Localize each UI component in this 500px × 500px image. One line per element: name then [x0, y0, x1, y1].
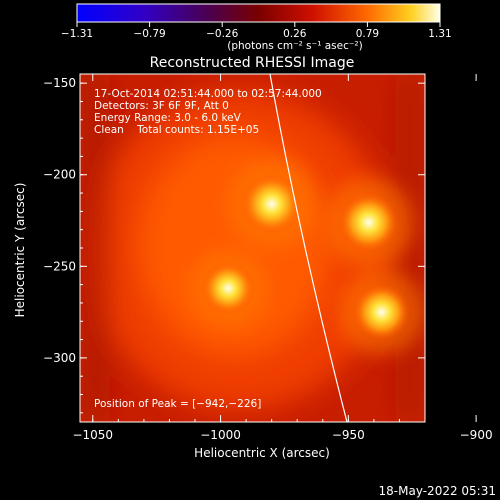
solar-limb-line — [269, 74, 348, 422]
colorbar-tick-label: 1.31 — [428, 28, 451, 40]
x-tick-label: −1050 — [72, 428, 113, 442]
y-tick-label: −200 — [43, 168, 76, 182]
annotation-time-range: 17-Oct-2014 02:51:44.000 to 02:57:44.000 — [94, 88, 322, 100]
colorbar-tick-label: −1.31 — [61, 28, 93, 40]
footer-timestamp: 18-May-2022 05:31 — [379, 484, 496, 498]
annotation-peak-position: Position of Peak = [−942,−226] — [94, 398, 261, 410]
colorbar-units: (photons cm⁻² s⁻¹ asec⁻²) — [227, 40, 362, 52]
colorbar-tick-label: −0.26 — [206, 28, 238, 40]
y-tick-label: −300 — [43, 351, 76, 365]
x-axis-ticks: −1050 −1000 −950 −900 — [72, 74, 493, 442]
annotation-energy: Energy Range: 3.0 - 6.0 keV — [94, 112, 242, 124]
annotation-clean: Clean Total counts: 1.15E+05 — [94, 124, 259, 136]
source-core — [241, 174, 302, 235]
y-axis-label: Heliocentric Y (arcsec) — [13, 183, 27, 318]
colorbar-tick-label: 0.26 — [283, 28, 307, 40]
colorbar-tick-label: 0.79 — [356, 28, 379, 40]
y-tick-label: −250 — [43, 259, 76, 273]
y-tick-label: −150 — [43, 76, 76, 90]
chart-title: Reconstructed RHESSI Image — [150, 55, 355, 71]
emission-sources — [188, 159, 425, 356]
colorbar-ticks: −1.31 −0.79 −0.26 0.26 0.79 1.31 — [61, 22, 452, 40]
image-plot — [80, 74, 425, 422]
source-core — [201, 261, 255, 315]
x-tick-label: −900 — [460, 428, 493, 442]
x-tick-label: −1000 — [200, 428, 241, 442]
source-core — [352, 283, 411, 341]
x-tick-label: −950 — [332, 428, 365, 442]
x-axis-label: Heliocentric X (arcsec) — [194, 446, 330, 460]
source-core — [338, 192, 399, 253]
diffuse-emission — [80, 74, 425, 422]
y-axis-ticks: −150 −200 −250 −300 — [43, 76, 425, 414]
annotation-detectors: Detectors: 3F 6F 9F, Att 0 — [94, 100, 229, 112]
colorbar-tick-label: −0.79 — [134, 28, 166, 40]
colorbar — [76, 3, 441, 23]
